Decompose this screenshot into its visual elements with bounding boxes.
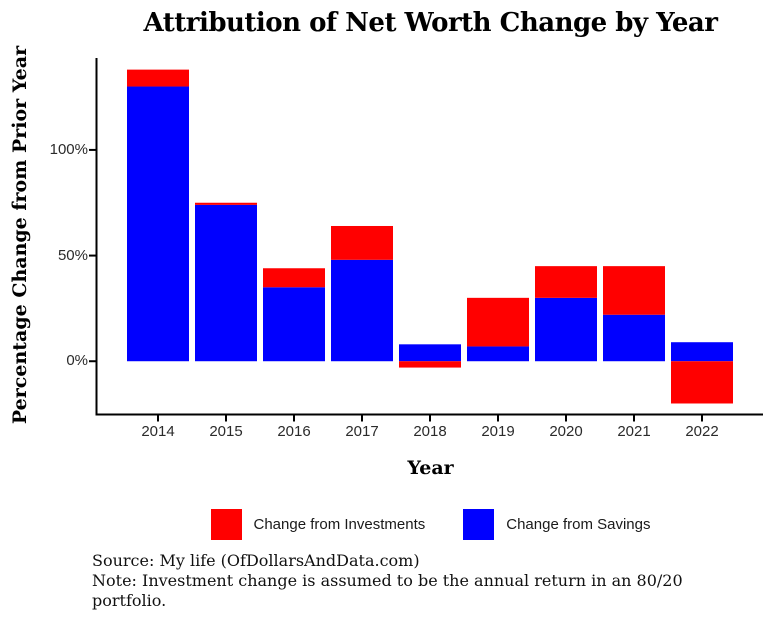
bar-2015-investments	[195, 202, 257, 205]
x-tick-label-2014: 2014	[141, 423, 175, 440]
footer-note: Source: My life (OfDollarsAndData.com) N…	[92, 551, 712, 611]
x-tick-label-2019: 2019	[481, 423, 515, 440]
x-tick-2018	[429, 415, 431, 422]
note-line-1: Note: Investment change is assumed to be…	[92, 571, 683, 590]
legend-swatch-investments	[210, 509, 242, 540]
bar-2019-savings	[467, 346, 529, 362]
y-axis-line	[95, 58, 98, 416]
x-tick-label-2020: 2020	[549, 423, 583, 440]
y-tick-label-0: 0%	[66, 352, 88, 370]
x-axis-line	[95, 413, 763, 416]
x-tick-2017	[361, 415, 363, 422]
x-tick-label-2018: 2018	[413, 423, 447, 440]
x-axis-title: Year	[407, 457, 454, 479]
x-tick-2019	[497, 415, 499, 422]
bar-2015-savings	[195, 204, 257, 362]
y-tick-100	[89, 148, 96, 151]
bar-2016-investments	[263, 268, 325, 288]
legend-swatch-savings	[463, 509, 495, 540]
x-tick-label-2017: 2017	[345, 423, 379, 440]
y-tick-50	[89, 254, 96, 257]
bar-2020-savings	[535, 297, 597, 362]
y-tick-0	[89, 360, 96, 363]
x-tick-label-2016: 2016	[277, 423, 311, 440]
bar-2016-savings	[263, 287, 325, 362]
legend-item-savings: Change from Savings	[463, 509, 651, 540]
bar-2018-savings	[399, 344, 461, 362]
y-tick-label-50: 50%	[57, 246, 88, 264]
note-line-2: portfolio.	[92, 591, 167, 610]
bar-2017-savings	[331, 259, 393, 362]
bar-2022-savings	[671, 342, 733, 362]
legend-item-investments: Change from Investments	[210, 509, 426, 540]
x-tick-2016	[293, 415, 295, 422]
bar-2019-investments	[467, 297, 529, 347]
legend-label-investments: Change from Investments	[253, 516, 426, 533]
y-tick-label-100: 100%	[49, 140, 88, 158]
x-tick-2014	[157, 415, 159, 422]
legend: Change from Investments Change from Savi…	[98, 509, 763, 540]
x-tick-2020	[565, 415, 567, 422]
chart-title: Attribution of Net Worth Change by Year	[143, 8, 718, 38]
bar-2022-investments	[671, 361, 733, 404]
legend-label-savings: Change from Savings	[506, 516, 651, 533]
x-tick-2015	[225, 415, 227, 422]
x-tick-label-2021: 2021	[617, 423, 651, 440]
source-line: Source: My life (OfDollarsAndData.com)	[92, 551, 420, 570]
bar-2021-investments	[603, 266, 665, 315]
bar-2014-savings	[127, 86, 189, 362]
x-tick-label-2015: 2015	[209, 423, 243, 440]
bar-2020-investments	[535, 266, 597, 298]
bar-2021-savings	[603, 314, 665, 362]
bar-2017-investments	[331, 225, 393, 260]
x-tick-label-2022: 2022	[685, 423, 719, 440]
x-tick-2022	[701, 415, 703, 422]
bar-2018-investments	[399, 361, 461, 368]
bar-2014-investments	[127, 69, 189, 87]
x-tick-2021	[633, 415, 635, 422]
